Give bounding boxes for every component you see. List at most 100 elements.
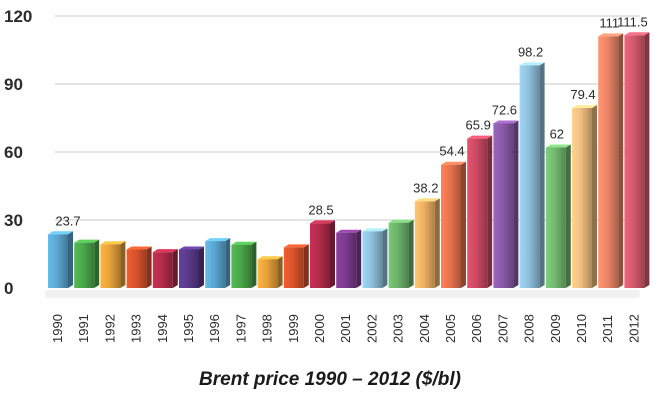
bar-top xyxy=(414,198,440,202)
bar-1990 xyxy=(48,231,73,288)
bar-2006 xyxy=(467,135,493,288)
bar-side xyxy=(539,62,545,289)
bar-front xyxy=(441,164,461,288)
data-label: 72.6 xyxy=(492,102,517,117)
bar-2000 xyxy=(310,220,335,288)
bar-top xyxy=(257,256,283,260)
bar-top xyxy=(48,231,73,235)
y-tick-label: 30 xyxy=(4,211,23,230)
y-tick-label: 90 xyxy=(4,75,23,94)
bar-front xyxy=(624,35,645,289)
x-tick-label: 1997 xyxy=(233,314,248,343)
bar-front xyxy=(205,241,226,288)
bar-2012 xyxy=(624,32,650,289)
data-label: 38.2 xyxy=(413,180,438,195)
x-tick-label: 1999 xyxy=(286,314,301,343)
bar-1993 xyxy=(126,246,152,288)
bar-front xyxy=(414,201,435,288)
bar-top xyxy=(231,241,257,245)
bar-2011 xyxy=(598,33,624,289)
bar-side xyxy=(461,161,466,288)
bar-top xyxy=(362,228,388,232)
bar-1991 xyxy=(74,239,100,288)
bar-1994 xyxy=(152,249,178,288)
bar-side xyxy=(251,241,257,288)
bar-top xyxy=(545,144,571,148)
bar-front xyxy=(310,223,330,288)
bar-side xyxy=(94,239,100,288)
bar-front xyxy=(467,138,488,288)
bar-front xyxy=(493,123,514,288)
bar-2009 xyxy=(545,144,571,288)
bar-2001 xyxy=(336,229,362,288)
bar-1992 xyxy=(100,241,126,288)
data-label: 79.4 xyxy=(570,87,595,102)
bar-top xyxy=(152,249,178,253)
bar-1998 xyxy=(257,256,283,288)
bar-top xyxy=(205,238,231,242)
data-label: 23.7 xyxy=(55,213,80,228)
bar-2002 xyxy=(362,228,388,288)
x-tick-label: 1992 xyxy=(102,314,117,343)
y-tick-label: 0 xyxy=(4,279,13,298)
bar-2004 xyxy=(414,198,440,288)
bar-top xyxy=(126,246,152,250)
bar-front xyxy=(48,234,68,288)
bar-side xyxy=(434,198,440,288)
bar-top xyxy=(179,246,204,250)
x-tick-label: 2006 xyxy=(469,314,484,343)
x-tick-label: 1991 xyxy=(76,314,91,343)
bar-top xyxy=(572,105,597,109)
bar-side xyxy=(225,238,231,288)
x-tick-label: 2005 xyxy=(443,314,458,343)
bar-2007 xyxy=(493,120,519,288)
bar-front xyxy=(572,108,592,288)
bar-front xyxy=(231,244,252,288)
bar-front xyxy=(74,242,95,288)
bar-1996 xyxy=(205,238,231,288)
chart-title: Brent price 1990 – 2012 ($/bl) xyxy=(199,369,461,390)
bar-2003 xyxy=(388,219,414,288)
x-tick-label: 2008 xyxy=(522,314,537,343)
y-tick-label: 60 xyxy=(4,143,23,162)
bar-front xyxy=(598,36,619,289)
bar-top xyxy=(283,244,309,248)
x-tick-label: 1995 xyxy=(181,314,196,343)
bar-side xyxy=(199,246,204,288)
gridlines xyxy=(45,15,640,298)
bar-side xyxy=(303,244,309,288)
bar-side xyxy=(644,32,650,289)
bar-top xyxy=(598,33,624,37)
data-label: 62 xyxy=(550,126,564,141)
bar-side xyxy=(592,105,597,288)
bar-side xyxy=(120,241,126,288)
data-label: 54.4 xyxy=(439,144,464,159)
x-tick-label: 2004 xyxy=(417,314,432,343)
x-tick-label: 2001 xyxy=(338,314,353,343)
bar-top xyxy=(441,161,466,165)
bar-side xyxy=(68,231,73,288)
x-tick-label: 2012 xyxy=(626,314,641,343)
bar-1995 xyxy=(179,246,204,288)
bar-side xyxy=(277,256,283,288)
x-tick-label: 2011 xyxy=(600,315,615,343)
data-labels: 23.7 28.5 38.2 54.465.972.6 98.2 62 79.4 111111… xyxy=(55,14,647,228)
x-tick-label: 2003 xyxy=(391,314,406,343)
x-tick-label: 2009 xyxy=(548,314,563,343)
bar-side xyxy=(513,120,519,288)
bar-top xyxy=(493,120,519,124)
data-label: 98.2 xyxy=(518,44,543,59)
bar-front xyxy=(362,231,383,288)
x-axis-ticks: 1990 1991 1992 1993 1994 1995 1996 1997 1998 1999… xyxy=(50,314,641,343)
x-tick-label: 1993 xyxy=(129,314,144,343)
data-label: 111.5 xyxy=(617,14,648,29)
bar-front xyxy=(257,259,278,288)
data-label: 65.9 xyxy=(466,118,491,133)
bar-front xyxy=(545,147,566,288)
bar-front xyxy=(388,222,409,288)
bar-1997 xyxy=(231,241,257,288)
bar-side xyxy=(146,246,152,288)
bar-1999 xyxy=(283,244,309,288)
y-axis-ticks: 0 30 60 90 120 xyxy=(4,7,32,298)
